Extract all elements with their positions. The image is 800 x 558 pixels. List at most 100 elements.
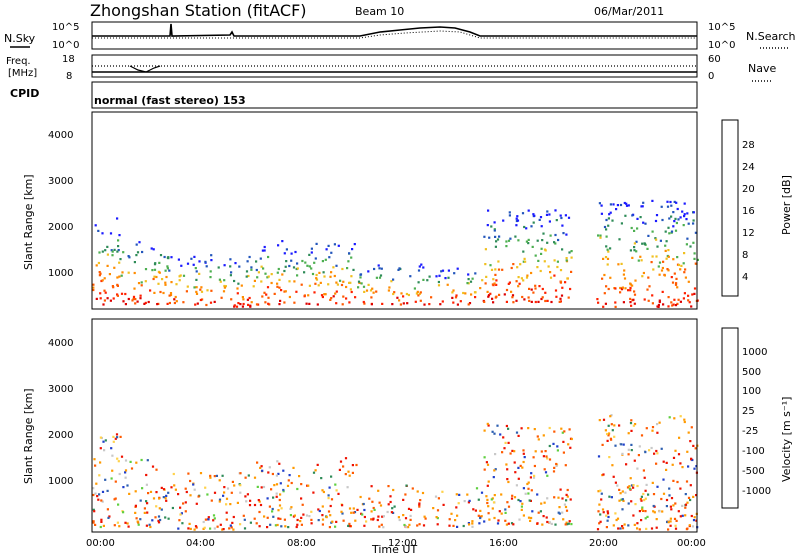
velocity-cell-436 xyxy=(455,493,458,496)
power-cell-644 xyxy=(494,235,497,238)
power-cell-565 xyxy=(526,274,529,277)
velocity-cell-795 xyxy=(612,524,615,527)
power-cell-191 xyxy=(190,257,193,260)
velocity-cell-807 xyxy=(690,457,693,460)
power-cell-735 xyxy=(690,305,693,308)
power-cbtick-28: 28 xyxy=(742,140,755,151)
power-cell-313 xyxy=(337,244,340,247)
power-cell-341 xyxy=(341,267,344,271)
power-cell-549 xyxy=(495,240,498,243)
velocity-cell-361 xyxy=(381,515,384,518)
velocity-cell-421 xyxy=(389,500,392,504)
velocity-cell-456 xyxy=(436,523,439,526)
power-cell-181 xyxy=(204,260,207,263)
velocity-cell-35 xyxy=(112,440,115,443)
noise-left-tick-bottom: 10^0 xyxy=(52,40,79,51)
power-cell-356 xyxy=(303,294,306,297)
power-cell-827 xyxy=(625,202,628,205)
power-cell-272 xyxy=(270,281,273,285)
power-cell-128 xyxy=(186,285,189,288)
velocity-cell-395 xyxy=(398,518,401,522)
power-cell-658 xyxy=(675,277,678,280)
velocity-cell-550 xyxy=(528,499,531,502)
velocity-cell-571 xyxy=(536,435,539,438)
power-cell-782 xyxy=(619,203,623,207)
velocity-ytick-2000: 2000 xyxy=(48,430,73,441)
power-cell-238 xyxy=(296,262,299,265)
power-cell-744 xyxy=(687,280,690,283)
power-cell-200 xyxy=(245,275,248,278)
velocity-cell-440 xyxy=(471,520,474,523)
velocity-cell-756 xyxy=(692,444,695,447)
power-cell-119 xyxy=(134,298,137,301)
power-cell-732 xyxy=(662,303,665,306)
velocity-cell-564 xyxy=(493,494,496,497)
velocity-cell-88 xyxy=(164,516,167,519)
power-cell-340 xyxy=(349,288,352,291)
freq-left-tick-top: 18 xyxy=(62,54,75,65)
power-cell-784 xyxy=(639,216,642,219)
velocity-yticks: 4000 3000 2000 1000 xyxy=(48,338,73,487)
power-cell-418 xyxy=(405,292,408,296)
power-cell-328 xyxy=(323,275,326,278)
power-cell-243 xyxy=(283,290,286,293)
power-cell-261 xyxy=(255,303,259,306)
power-cell-276 xyxy=(276,271,279,274)
velocity-cell-133 xyxy=(179,513,182,516)
velocity-cell-5 xyxy=(101,500,104,503)
velocity-cell-445 xyxy=(436,517,439,520)
velocity-cell-185 xyxy=(207,518,210,521)
velocity-cell-542 xyxy=(544,450,547,453)
velocity-cell-535 xyxy=(485,461,488,464)
power-cell-874 xyxy=(637,259,640,262)
power-cell-603 xyxy=(522,260,525,263)
power-cell-219 xyxy=(177,258,180,261)
velocity-cell-2 xyxy=(113,524,116,527)
power-cell-335 xyxy=(308,253,311,256)
power-cell-167 xyxy=(169,292,173,295)
power-cell-175 xyxy=(169,293,173,297)
velocity-cell-622 xyxy=(565,499,568,502)
velocity-cell-516 xyxy=(548,458,552,461)
velocity-cell-270 xyxy=(322,490,325,494)
power-cell-698 xyxy=(676,207,679,211)
velocity-cell-495 xyxy=(532,476,536,479)
power-cell-687 xyxy=(667,269,670,272)
velocity-cell-284 xyxy=(258,525,261,528)
freq-left-tick-bottom: 8 xyxy=(66,71,72,82)
velocity-cell-519 xyxy=(566,523,569,526)
power-cell-455 xyxy=(467,273,470,276)
velocity-cell-250 xyxy=(321,505,324,508)
velocity-cell-201 xyxy=(206,493,209,496)
power-cell-94 xyxy=(151,269,154,272)
power-cell-102 xyxy=(154,262,157,265)
power-cell-865 xyxy=(651,302,654,305)
velocity-cell-678 xyxy=(597,490,600,493)
power-cell-567 xyxy=(493,229,496,232)
velocity-cell-370 xyxy=(371,500,374,503)
nsky-trace xyxy=(92,23,697,37)
power-cell-253 xyxy=(315,277,318,280)
xtick-0400: 04:00 xyxy=(186,538,215,549)
power-cell-426 xyxy=(371,287,374,290)
velocity-cell-39 xyxy=(98,493,101,496)
power-cell-429 xyxy=(474,296,477,299)
power-cell-449 xyxy=(441,269,445,272)
power-cell-25 xyxy=(108,273,111,276)
power-cell-371 xyxy=(416,290,419,293)
velocity-cell-62 xyxy=(152,497,156,500)
velocity-cell-243 xyxy=(351,464,354,467)
power-cell-330 xyxy=(315,273,318,277)
power-cell-625 xyxy=(559,281,562,284)
velocity-cell-734 xyxy=(640,434,644,437)
power-cell-381 xyxy=(396,296,399,299)
velocity-cell-84 xyxy=(155,505,158,508)
power-cell-311 xyxy=(332,295,335,298)
power-cell-828 xyxy=(636,227,639,230)
power-cell-451 xyxy=(435,275,438,278)
power-cell-636 xyxy=(569,287,572,291)
velocity-cell-798 xyxy=(656,423,659,426)
power-cell-306 xyxy=(327,244,330,247)
velocity-cell-115 xyxy=(149,490,153,493)
power-cell-305 xyxy=(270,273,273,276)
